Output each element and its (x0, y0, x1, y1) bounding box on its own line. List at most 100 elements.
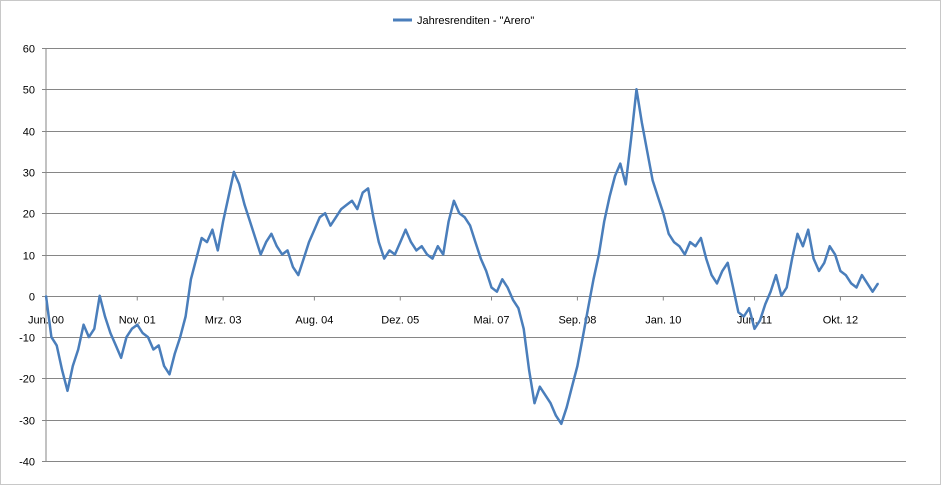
data-point (292, 266, 294, 268)
data-point (866, 282, 869, 285)
data-point (104, 315, 106, 318)
data-point (726, 262, 729, 264)
data-point (705, 257, 707, 260)
data-point (308, 241, 310, 243)
data-point (297, 274, 300, 276)
y-tick-label: 60 (23, 44, 35, 56)
data-point (796, 233, 799, 235)
data-point (721, 270, 724, 272)
y-tick-label: 0 (29, 292, 35, 304)
data-point (807, 228, 809, 231)
data-point (437, 245, 439, 247)
data-point (582, 336, 584, 338)
data-point (88, 336, 90, 338)
data-point (131, 328, 133, 330)
data-point (501, 278, 504, 281)
data-point (818, 270, 820, 272)
data-point (834, 253, 836, 256)
data-point (335, 216, 337, 219)
y-tick-label: -20 (19, 374, 35, 386)
data-point (125, 336, 128, 338)
y-axis: -40 -30 -20 -10 0 10 20 30 40 50 60 (19, 44, 47, 469)
data-point (571, 385, 573, 388)
data-point (243, 204, 246, 206)
data-point (845, 274, 847, 276)
data-point (120, 357, 122, 359)
x-tick-label: Sep. 08 (558, 315, 596, 327)
data-point (877, 282, 879, 285)
data-point (549, 402, 552, 405)
gridlines (46, 48, 906, 462)
data-point (388, 249, 391, 252)
data-point (383, 257, 386, 260)
x-tick-label: Mai. 07 (473, 315, 509, 327)
y-tick-label: 20 (23, 209, 35, 221)
data-point (82, 323, 85, 326)
data-point (61, 369, 63, 371)
data-point (233, 171, 235, 173)
data-point (823, 262, 826, 264)
data-point (764, 303, 767, 305)
y-tick-label: 50 (23, 85, 35, 97)
data-point (775, 274, 777, 276)
data-point (415, 249, 418, 252)
data-point (694, 245, 697, 247)
data-point (93, 328, 96, 330)
data-point (420, 245, 423, 247)
data-point (598, 253, 600, 256)
data-point (657, 195, 659, 198)
data-point (141, 332, 144, 334)
data-point (737, 311, 740, 314)
data-point (480, 257, 482, 260)
data-point (378, 241, 380, 243)
data-point (490, 286, 493, 289)
data-point (152, 348, 155, 351)
data-point (211, 228, 214, 231)
data-point (356, 208, 359, 210)
data-point (217, 249, 219, 252)
x-tick-label: Jun. 11 (737, 315, 772, 327)
data-point (372, 216, 375, 219)
data-point (463, 216, 466, 219)
y-tick-label: -30 (19, 416, 35, 428)
data-point (115, 344, 117, 347)
data-point (98, 295, 101, 297)
data-point (324, 212, 326, 214)
data-point (555, 414, 557, 417)
data-point (200, 237, 203, 239)
data-point (812, 257, 815, 260)
data-point (630, 138, 632, 140)
x-tick-label: Aug. 04 (295, 315, 333, 327)
data-point (179, 336, 181, 338)
x-axis: Jun. 00 Nov. 01 Mrz. 03 Aug. 04 Dez. 05 Mai. … (28, 296, 858, 327)
data-point (587, 307, 589, 310)
data-point (651, 179, 654, 181)
x-tick-label: Okt. 12 (823, 315, 858, 327)
data-point (539, 385, 541, 388)
data-point (624, 183, 627, 186)
data-point (222, 220, 224, 223)
data-point (603, 220, 605, 223)
data-point (351, 200, 353, 202)
data-point (678, 245, 681, 247)
data-point (276, 245, 278, 247)
x-tick-label: Dez. 05 (381, 315, 419, 327)
data-point (871, 290, 874, 293)
data-point (302, 257, 305, 260)
data-point (431, 257, 434, 260)
data-point (286, 249, 289, 252)
data-point (576, 365, 579, 367)
data-point (528, 369, 530, 371)
data-point (592, 278, 595, 281)
data-point (426, 253, 428, 256)
data-point (673, 241, 675, 243)
series-layer (44, 88, 880, 426)
data-point (270, 233, 273, 235)
data-point (485, 270, 488, 272)
data-point (667, 233, 670, 235)
data-point (522, 328, 525, 330)
data-point (447, 220, 450, 223)
data-point (227, 195, 230, 198)
data-point (66, 390, 69, 392)
